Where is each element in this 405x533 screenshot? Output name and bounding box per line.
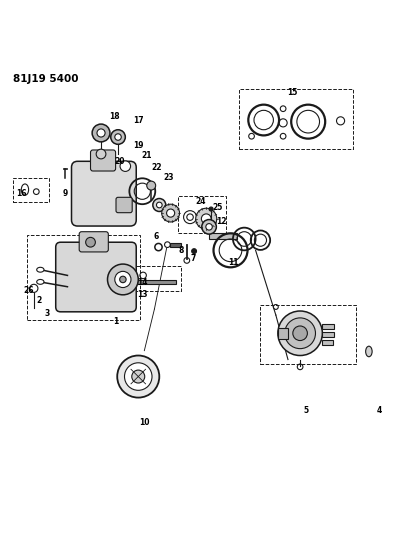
Circle shape [201,220,216,234]
Text: 5: 5 [303,406,308,415]
Circle shape [92,124,110,142]
Circle shape [107,264,138,295]
Circle shape [132,370,144,383]
FancyBboxPatch shape [79,232,108,252]
Circle shape [117,356,159,398]
Circle shape [124,363,151,390]
Text: 14: 14 [137,278,147,287]
Ellipse shape [36,268,44,272]
Circle shape [209,207,213,211]
Circle shape [111,130,125,144]
Bar [259,304,355,365]
Text: 6: 6 [153,232,159,241]
Circle shape [201,214,211,224]
Text: 20: 20 [115,157,125,166]
Bar [13,179,49,202]
Text: 8: 8 [178,246,183,255]
Text: 13: 13 [137,290,147,300]
FancyBboxPatch shape [71,161,136,226]
Circle shape [119,276,126,282]
Text: 11: 11 [228,258,238,267]
Text: 9: 9 [63,189,68,198]
Circle shape [96,149,106,159]
Circle shape [115,271,131,287]
Bar [134,265,180,291]
Text: 26: 26 [24,286,34,295]
Bar [137,280,175,284]
Text: 19: 19 [133,141,143,150]
Ellipse shape [21,184,28,195]
Circle shape [115,134,121,140]
FancyBboxPatch shape [116,197,132,213]
Text: 7: 7 [190,254,195,263]
Circle shape [161,204,179,222]
Ellipse shape [365,346,371,357]
Bar [209,233,237,239]
FancyBboxPatch shape [55,242,136,312]
Ellipse shape [36,279,44,284]
Circle shape [191,249,196,254]
Text: 16: 16 [16,189,26,198]
Text: 18: 18 [109,112,119,122]
Bar [27,235,140,320]
Circle shape [166,209,174,217]
Bar [239,90,352,149]
Text: 24: 24 [195,197,206,206]
Bar [277,328,288,338]
Text: 17: 17 [132,116,143,125]
Text: 1: 1 [113,317,118,326]
Circle shape [195,208,216,229]
Circle shape [156,202,162,208]
Circle shape [277,311,322,356]
Text: 81J19 5400: 81J19 5400 [13,74,78,84]
Bar [321,340,332,345]
Bar [62,168,66,169]
Bar [177,196,225,233]
Text: 23: 23 [163,173,173,182]
Circle shape [30,284,38,293]
Text: 15: 15 [286,88,296,97]
Text: 3: 3 [45,309,50,318]
Circle shape [85,237,95,247]
Bar [321,332,333,337]
Text: 22: 22 [151,163,161,172]
Circle shape [152,198,165,212]
Text: 10: 10 [139,418,149,427]
Bar [321,325,333,329]
Circle shape [284,318,315,349]
Bar [169,243,181,247]
Text: 2: 2 [36,296,42,305]
Text: 12: 12 [215,217,226,227]
FancyBboxPatch shape [90,150,115,171]
Circle shape [205,224,212,230]
Text: 4: 4 [375,406,381,415]
Text: 21: 21 [141,151,151,160]
Circle shape [120,161,130,172]
Circle shape [292,326,307,341]
Circle shape [97,129,105,137]
Text: 25: 25 [211,203,222,212]
Circle shape [146,181,155,190]
